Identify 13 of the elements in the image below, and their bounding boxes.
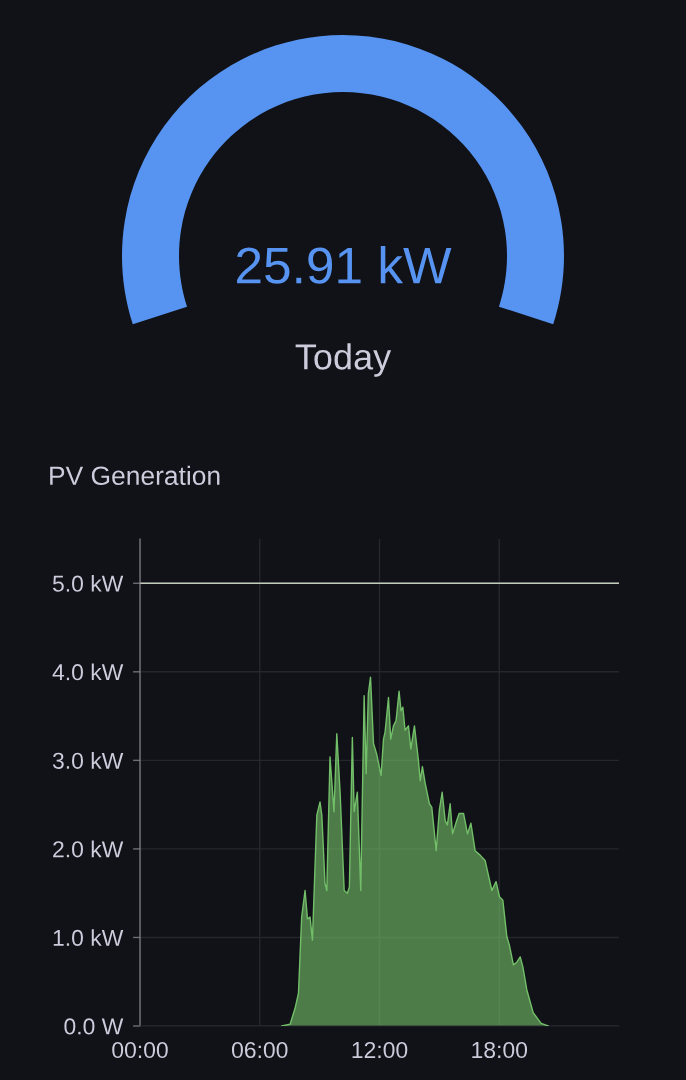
y-tick-label: 0.0 W <box>64 1018 124 1035</box>
y-tick-label: 4.0 kW <box>52 663 124 681</box>
y-tick-label: 1.0 kW <box>53 929 124 946</box>
x-tick-label: 00:00 <box>112 1041 168 1059</box>
y-tick-label: 5.0 kW <box>52 574 124 592</box>
text: Today <box>295 343 392 377</box>
chart-title: PV Generation <box>50 465 220 486</box>
x-tick-label: 12:00 <box>352 1041 408 1059</box>
y-tick-label: 2.0 kW <box>53 840 124 858</box>
x-tick-label: 18:00 <box>472 1041 528 1059</box>
x-tick-label: 06:00 <box>231 1041 288 1059</box>
text: 25.91 kW <box>237 246 452 284</box>
y-tick-label: 3.0 kW <box>52 752 124 769</box>
